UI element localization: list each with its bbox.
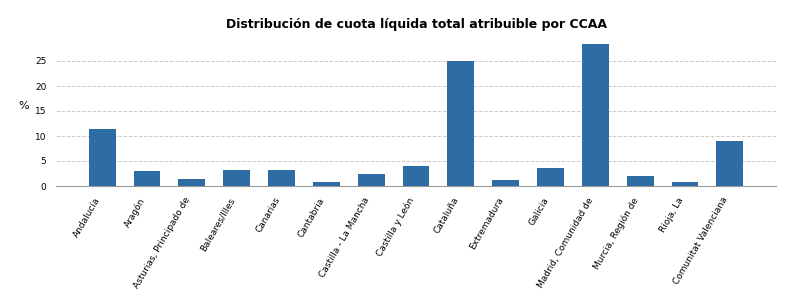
Bar [402, 166, 430, 186]
Bar [447, 61, 474, 186]
Title: Distribución de cuota líquida total atribuible por CCAA: Distribución de cuota líquida total atri… [226, 18, 606, 31]
Bar [313, 182, 340, 186]
Bar [134, 171, 161, 186]
Bar [582, 44, 609, 186]
Bar [358, 174, 385, 186]
Bar [178, 178, 206, 186]
Bar [626, 176, 654, 186]
Bar [716, 141, 743, 186]
Bar [537, 167, 564, 186]
Bar [89, 128, 116, 186]
Y-axis label: %: % [18, 101, 29, 111]
Bar [492, 180, 519, 186]
Bar [268, 169, 295, 186]
Bar [671, 182, 698, 186]
Bar [223, 169, 250, 186]
